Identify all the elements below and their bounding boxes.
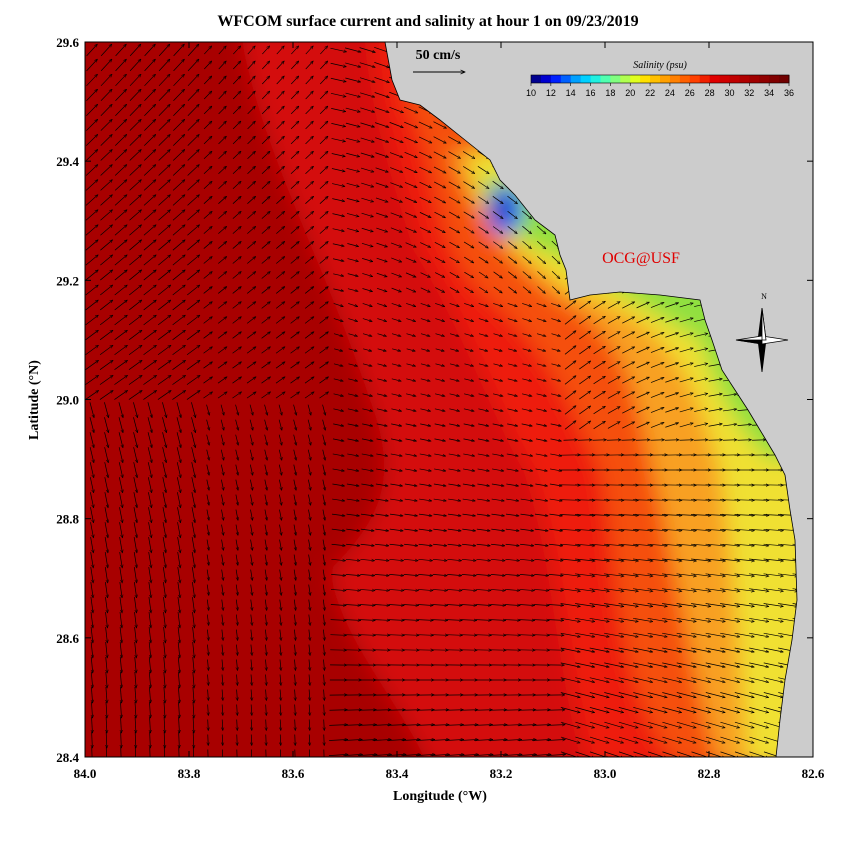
colorbar-swatch xyxy=(769,75,779,83)
y-tick-label: 29.6 xyxy=(56,35,79,50)
colorbar-tick-label: 30 xyxy=(724,88,734,98)
colorbar-tick-label: 36 xyxy=(784,88,794,98)
colorbar-tick-label: 20 xyxy=(625,88,635,98)
colorbar-swatch xyxy=(571,75,581,83)
colorbar-tick-label: 28 xyxy=(705,88,715,98)
colorbar-swatch xyxy=(759,75,769,83)
x-tick-label: 84.0 xyxy=(74,766,97,781)
colorbar-swatch xyxy=(650,75,660,83)
x-tick-label: 82.8 xyxy=(698,766,721,781)
colorbar-swatch xyxy=(561,75,571,83)
colorbar-swatch xyxy=(729,75,739,83)
colorbar-tick-label: 12 xyxy=(546,88,556,98)
y-tick-label: 29.0 xyxy=(56,393,79,408)
colorbar-title: Salinity (psu) xyxy=(633,60,687,71)
x-tick-label: 82.6 xyxy=(802,766,825,781)
y-tick-label: 29.2 xyxy=(56,273,79,288)
y-tick-label: 28.8 xyxy=(56,512,79,527)
colorbar-tick-label: 24 xyxy=(665,88,675,98)
title: WFCOM surface current and salinity at ho… xyxy=(217,13,638,30)
credit: OCG@USF xyxy=(602,250,680,267)
y-tick-label: 28.4 xyxy=(56,750,79,765)
colorbar-swatch xyxy=(670,75,680,83)
colorbar-swatch xyxy=(541,75,551,83)
x-tick-label: 83.2 xyxy=(490,766,513,781)
colorbar-swatch xyxy=(551,75,561,83)
y-tick-label: 28.6 xyxy=(56,631,79,646)
colorbar-tick-label: 18 xyxy=(605,88,615,98)
colorbar-swatch xyxy=(581,75,591,83)
colorbar-tick-label: 16 xyxy=(586,88,596,98)
colorbar-swatch xyxy=(640,75,650,83)
colorbar-tick-label: 26 xyxy=(685,88,695,98)
colorbar-swatch xyxy=(610,75,620,83)
colorbar-tick-label: 32 xyxy=(744,88,754,98)
colorbar-tick-label: 34 xyxy=(764,88,774,98)
colorbar-swatch xyxy=(720,75,730,83)
x-tick-label: 83.8 xyxy=(178,766,201,781)
colorbar-swatch xyxy=(591,75,601,83)
colorbar-swatch xyxy=(739,75,749,83)
colorbar-swatch xyxy=(710,75,720,83)
colorbar-swatch xyxy=(680,75,690,83)
colorbar-swatch xyxy=(690,75,700,83)
colorbar-swatch xyxy=(600,75,610,83)
scale-label: 50 cm/s xyxy=(416,48,461,63)
compass-label: N xyxy=(761,292,767,301)
colorbar-tick-label: 10 xyxy=(526,88,536,98)
x-tick-label: 83.4 xyxy=(386,766,409,781)
colorbar-swatch xyxy=(749,75,759,83)
colorbar-swatch xyxy=(630,75,640,83)
colorbar-tick-label: 22 xyxy=(645,88,655,98)
colorbar-swatch xyxy=(660,75,670,83)
colorbar-swatch xyxy=(700,75,710,83)
y-axis-label: Latitude (°N) xyxy=(27,360,42,440)
colorbar-swatch xyxy=(620,75,630,83)
y-tick-label: 29.4 xyxy=(56,154,79,169)
x-tick-label: 83.6 xyxy=(282,766,305,781)
colorbar-tick-label: 14 xyxy=(566,88,576,98)
x-tick-label: 83.0 xyxy=(594,766,617,781)
colorbar-swatch xyxy=(531,75,541,83)
x-axis-label: Longitude (°W) xyxy=(393,789,487,804)
salinity-field xyxy=(85,30,830,770)
colorbar-swatch xyxy=(779,75,789,83)
